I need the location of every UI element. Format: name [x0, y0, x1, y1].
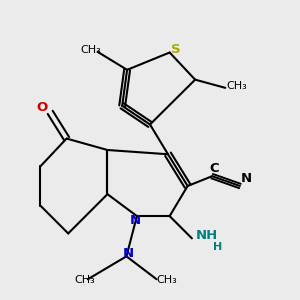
Text: S: S [171, 43, 181, 56]
Text: N: N [241, 172, 252, 185]
Text: C: C [209, 163, 219, 176]
Text: CH₃: CH₃ [74, 275, 95, 285]
Text: O: O [36, 101, 48, 114]
Text: N: N [122, 247, 134, 260]
Text: NH: NH [196, 229, 218, 242]
Text: CH₃: CH₃ [226, 81, 247, 91]
Text: CH₃: CH₃ [156, 275, 177, 285]
Text: H: H [213, 242, 223, 251]
Text: N: N [130, 214, 141, 226]
Text: CH₃: CH₃ [81, 45, 101, 55]
